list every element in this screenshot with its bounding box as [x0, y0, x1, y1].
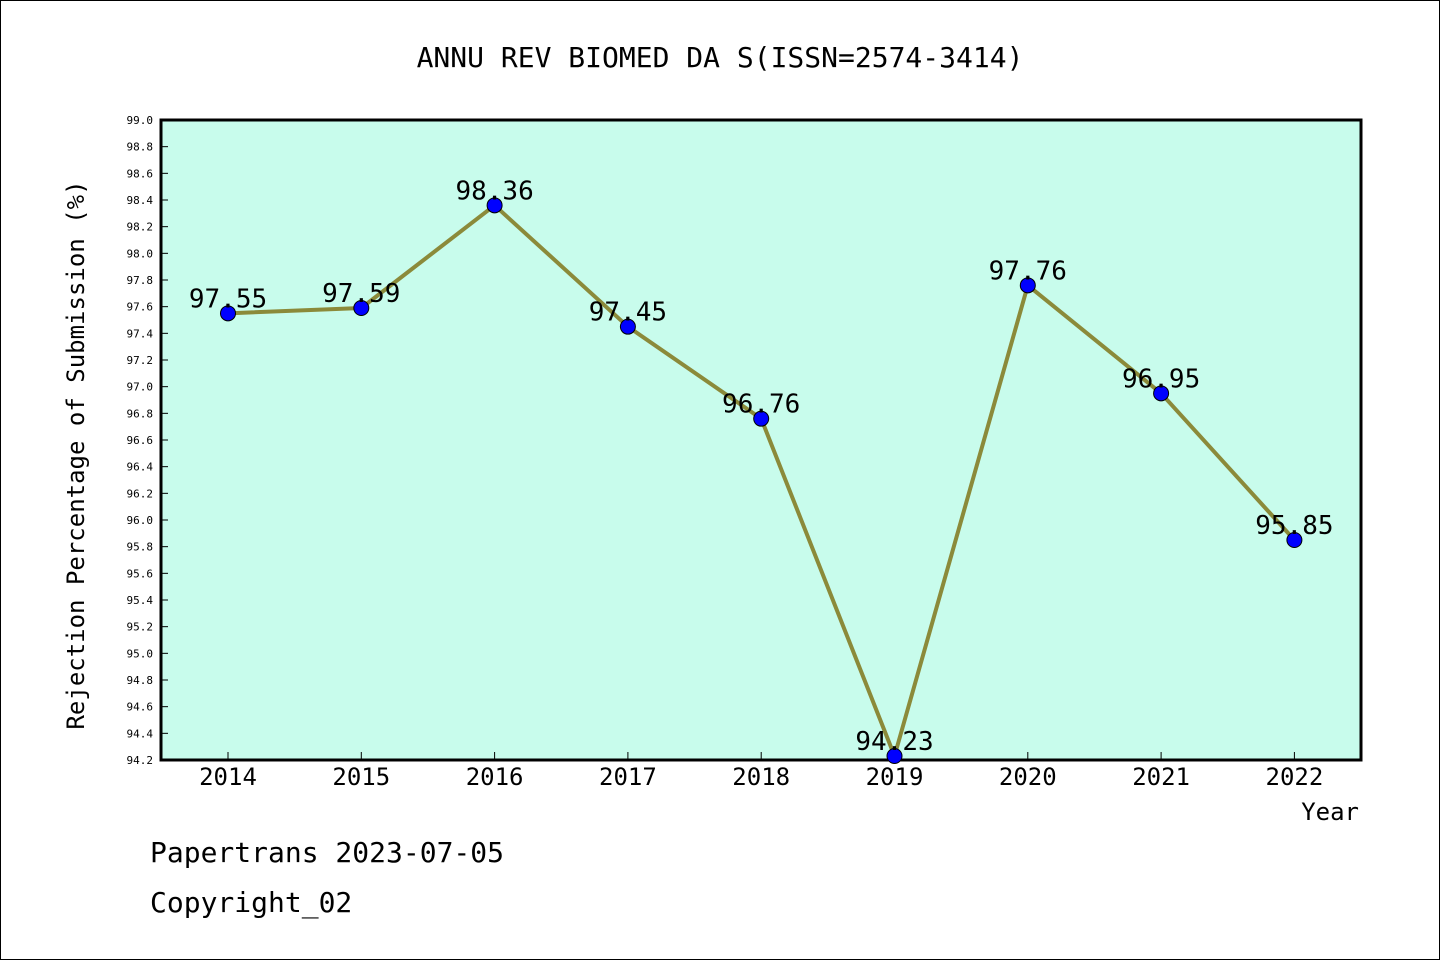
y-tick-label: 95.0	[127, 647, 154, 660]
data-label: 97.55	[189, 284, 267, 314]
data-point	[486, 197, 503, 214]
y-tick-label: 96.4	[127, 461, 154, 474]
y-tick-label: 97.6	[127, 301, 154, 314]
y-tick-label: 97.4	[127, 327, 154, 340]
data-point	[1019, 277, 1036, 294]
x-tick-label: 2020	[999, 763, 1057, 791]
data-point	[619, 318, 636, 335]
data-label: 97.59	[322, 279, 400, 309]
data-label: 95.85	[1255, 511, 1333, 541]
data-label: 96.95	[1122, 364, 1200, 394]
plot-area	[159, 118, 1363, 762]
y-tick-label: 94.6	[127, 701, 154, 714]
y-tick-label: 96.0	[127, 514, 154, 527]
x-axis: 2014 2015 2016 2017 2018 2019 2020 2021 2022	[199, 752, 1323, 791]
y-tick-label: 97.0	[127, 381, 154, 394]
x-tick-label: 2017	[599, 763, 657, 791]
y-tick-label: 97.2	[127, 354, 154, 367]
y-axis-label: Rejection Percentage of Submission (%)	[62, 180, 90, 729]
data-points	[220, 197, 1303, 764]
x-tick-label: 2021	[1132, 763, 1190, 791]
y-tick-label: 98.6	[127, 167, 154, 180]
y-tick-label: 96.6	[127, 434, 154, 447]
y-tick-label: 98.2	[127, 221, 154, 234]
y-tick-label: 95.4	[127, 594, 154, 607]
x-tick-label: 2019	[866, 763, 924, 791]
y-tick-label: 95.6	[127, 567, 154, 580]
y-tick-label: 94.2	[127, 754, 154, 767]
data-label: 98.36	[455, 176, 533, 206]
data-point	[220, 305, 236, 322]
x-tick-label: 2015	[332, 763, 390, 791]
data-point	[1153, 385, 1170, 402]
y-tick-label: 98.8	[127, 141, 154, 154]
x-tick-label: 2016	[466, 763, 524, 791]
footer-copyright: Copyright_02	[150, 886, 353, 919]
x-tick-label: 2018	[732, 763, 790, 791]
data-label: 94.23	[855, 727, 933, 757]
x-tick-label: 2014	[199, 763, 257, 791]
y-tick-label: 96.2	[127, 487, 154, 500]
data-label: 97.45	[589, 298, 667, 328]
data-point	[353, 300, 370, 316]
y-tick-label: 97.8	[127, 274, 154, 287]
y-tick-label: 95.8	[127, 541, 154, 554]
chart-title: ANNU REV BIOMED DA S(ISSN=2574-3414)	[417, 41, 1024, 74]
data-point	[886, 748, 903, 764]
data-labels: 97.55 97.59 98.36 97.45 96.76 94.23 97.76 96.95…	[189, 176, 1334, 757]
x-tick-label: 2022	[1266, 763, 1324, 791]
y-axis: 94.2 94.4 94.6 94.8 95.0 95.2 95.4 95.6 95.8 96.0…	[127, 114, 168, 767]
data-point	[1286, 532, 1303, 548]
y-tick-label: 94.8	[127, 674, 154, 687]
data-label: 96.76	[722, 390, 800, 420]
footer-date: Papertrans 2023-07-05	[150, 836, 505, 869]
y-tick-label: 98.0	[127, 247, 154, 260]
x-axis-label: Year	[1301, 798, 1359, 826]
data-point	[753, 410, 770, 427]
data-label: 97.76	[989, 256, 1067, 286]
y-tick-label: 98.4	[127, 194, 154, 207]
y-tick-label: 96.8	[127, 407, 154, 420]
y-tick-label: 95.2	[127, 621, 154, 634]
y-tick-label: 94.4	[127, 727, 154, 740]
y-tick-label: 99.0	[127, 114, 154, 127]
